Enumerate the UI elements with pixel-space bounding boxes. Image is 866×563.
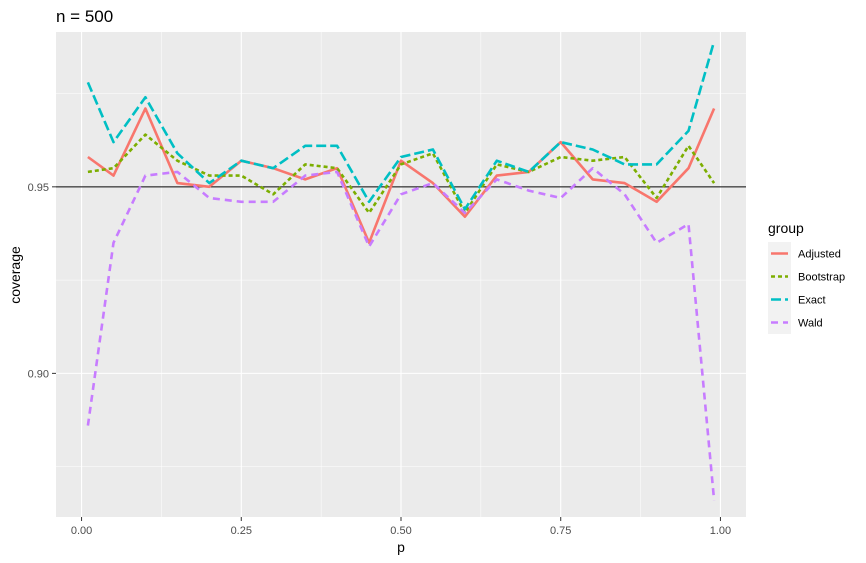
x-axis-ticks: 0.00 0.25 0.50 0.75 1.00 xyxy=(71,517,731,537)
y-tick-label: 0.95 xyxy=(28,182,49,194)
y-tick-label: 0.90 xyxy=(28,368,49,380)
series-line-exact xyxy=(86,40,716,211)
chart-title: n = 500 xyxy=(56,7,113,26)
y-axis-title: coverage xyxy=(7,246,23,304)
legend-title: group xyxy=(768,220,804,236)
legend: group Adjusted Bootstrap Exact Wald xyxy=(768,220,845,334)
legend-key-background xyxy=(768,311,791,334)
series-layer xyxy=(86,40,716,501)
x-tick-label: 0.25 xyxy=(231,525,252,537)
legend-label-wald: Wald xyxy=(798,318,823,330)
series-line-wald xyxy=(86,166,716,501)
x-tick-label: 0.50 xyxy=(390,525,411,537)
x-tick-label: 1.00 xyxy=(710,525,731,537)
series-line-bootstrap xyxy=(87,133,716,215)
legend-label-adjusted: Adjusted xyxy=(798,249,841,261)
legend-items: Adjusted Bootstrap Exact Wald xyxy=(768,242,845,334)
y-axis-ticks: 0.90 0.95 xyxy=(28,182,56,380)
x-axis-title: p xyxy=(397,539,405,555)
x-tick-label: 0.75 xyxy=(550,525,571,537)
legend-label-exact: Exact xyxy=(798,295,826,307)
legend-label-bootstrap: Bootstrap xyxy=(798,272,845,284)
series-line-adjusted xyxy=(87,107,716,245)
x-tick-label: 0.00 xyxy=(71,525,92,537)
